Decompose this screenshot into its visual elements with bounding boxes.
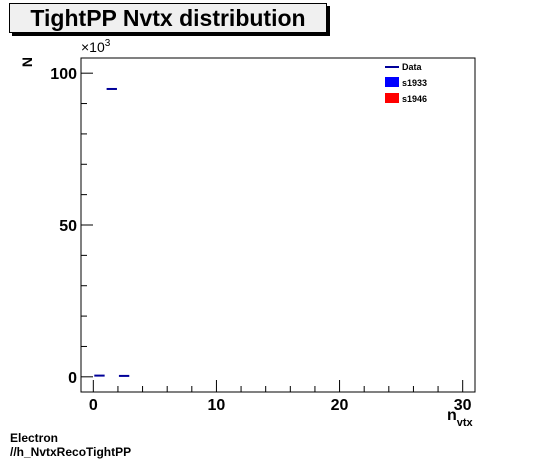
footer-line-2: //h_NvtxRecoTightPP (10, 445, 132, 459)
y-multiplier: ×103 (81, 38, 111, 55)
chart-title-box: TightPP Nvtx distribution (9, 3, 327, 33)
y-tick-label-0: 0 (68, 370, 77, 387)
legend: Data s1933 s1946 (385, 62, 427, 104)
x-axis-label-main: n (447, 407, 457, 424)
legend-swatch-s1933 (385, 77, 399, 87)
y-tick-label-2: 100 (50, 66, 77, 83)
y-axis-label: N (19, 57, 35, 67)
footer-line-1: Electron (10, 431, 59, 445)
y-multiplier-exponent: 3 (105, 38, 111, 49)
data-marks (94, 87, 130, 377)
y-multiplier-base: ×10 (81, 39, 105, 55)
x-tick-label-2: 20 (331, 397, 349, 414)
x-axis-label: nvtx (447, 407, 474, 429)
chart-title: TightPP Nvtx distribution (30, 5, 306, 31)
x-tick-label-0: 0 (89, 397, 98, 414)
legend-label-s1933: s1933 (402, 78, 427, 88)
x-tick-label-1: 10 (208, 397, 226, 414)
x-axis-label-subscript: vtx (457, 417, 474, 429)
y-tick-label-1: 50 (59, 218, 77, 235)
legend-swatch-s1946 (385, 93, 399, 103)
x-tick-label-3: 30 (454, 397, 472, 414)
legend-label-data: Data (402, 62, 423, 72)
legend-label-s1946: s1946 (402, 94, 427, 104)
plot-frame (80, 57, 476, 393)
axis-ticks: 0 10 20 30 0 50 100 (50, 66, 471, 414)
